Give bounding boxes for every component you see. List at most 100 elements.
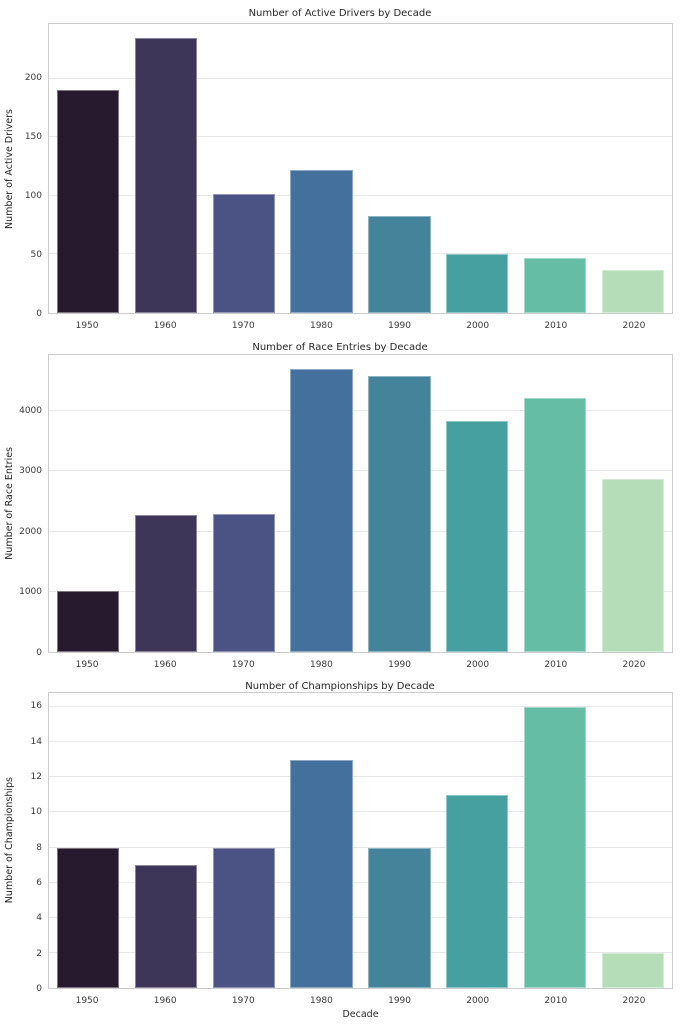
y-axis-label-column: Number of Race Entries: [0, 354, 18, 653]
x-axis-ticks: 1950 1960 1970 1980 1990 2000 2010 2020: [48, 314, 673, 340]
bar-2000: [446, 794, 509, 988]
bar-1990: [368, 215, 431, 313]
gridline: [49, 410, 672, 412]
gridline: [49, 590, 672, 592]
y-tick-label: 2: [36, 948, 42, 959]
chart-body: Number of Championships 0 2 4 6 8 10 12 14 16: [0, 692, 680, 994]
x-tick-label: 1960: [153, 996, 177, 1006]
bar-2020: [601, 478, 665, 652]
y-tick-label: 1000: [19, 587, 42, 598]
y-tick-label: 16: [30, 701, 42, 712]
x-tick-label: 2020: [622, 996, 646, 1006]
y-axis-label: Number of Championships: [3, 777, 15, 904]
x-tick-label: 2010: [544, 321, 568, 331]
y-axis-label-column: Number of Championships: [0, 692, 18, 989]
x-tick-label: 1990: [388, 996, 412, 1006]
x-tick-label: 1990: [388, 321, 412, 331]
chart-title: Number of Race Entries by Decade: [252, 342, 428, 353]
gridline: [49, 253, 672, 255]
bar-1950: [56, 590, 120, 652]
x-tick-label: 2000: [466, 996, 490, 1006]
y-tick-label: 12: [30, 771, 42, 782]
bar-1950: [56, 90, 120, 313]
y-tick-label: 50: [30, 250, 42, 261]
gridline: [49, 136, 672, 138]
x-axis-ticks: 1950 1960 1970 1980 1990 2000 2010 2020: [48, 989, 673, 1009]
chart-body: Number of Active Drivers 0 50 100 150 200: [0, 23, 680, 319]
y-tick-label: 150: [24, 132, 42, 143]
x-tick-label: 2010: [544, 660, 568, 670]
x-tick-label: 1990: [388, 660, 412, 670]
gridline: [49, 811, 672, 813]
x-tick-label: 1960: [153, 321, 177, 331]
y-tick-label: 0: [36, 309, 42, 319]
x-tick-label: 1950: [75, 996, 99, 1006]
x-tick-label: 1970: [231, 660, 255, 670]
plot-area: [48, 354, 673, 653]
plot-area: [48, 692, 673, 989]
bar-1980: [290, 759, 353, 988]
gridline: [49, 77, 672, 79]
x-tick-label: 1980: [309, 321, 333, 331]
bar-1980: [290, 369, 353, 652]
chart-championships: Number of Championships by Decade Number…: [0, 680, 680, 1024]
bar-1990: [368, 376, 431, 652]
x-tick-label: 1980: [309, 996, 333, 1006]
gridline: [49, 951, 672, 953]
x-tick-label: 2000: [466, 660, 490, 670]
gridline: [49, 846, 672, 848]
chart-body: Number of Race Entries 0 1000 2000 3000 4000: [0, 354, 680, 658]
bar-1950: [56, 847, 120, 988]
bar-2010: [524, 398, 587, 652]
gridline: [49, 530, 672, 532]
gridline: [49, 706, 672, 708]
y-tick-label: 0: [36, 648, 42, 658]
bar-2010: [524, 257, 587, 313]
chart-title: Number of Active Drivers by Decade: [248, 8, 432, 19]
x-tick-label: 1950: [75, 321, 99, 331]
x-tick-label: 1980: [309, 660, 333, 670]
bar-1970: [212, 847, 275, 988]
y-tick-label: 4000: [19, 405, 42, 416]
x-tick-label: 2000: [466, 321, 490, 331]
bar-1960: [134, 515, 197, 652]
gridline: [49, 470, 672, 472]
y-axis-ticks: 0 2 4 6 8 10 12 14 16: [18, 692, 48, 994]
x-tick-label: 1950: [75, 660, 99, 670]
y-tick-label: 2000: [19, 526, 42, 537]
y-tick-label: 4: [36, 913, 42, 924]
gridline: [49, 776, 672, 778]
x-tick-label: 1970: [231, 996, 255, 1006]
y-axis-label: Number of Active Drivers: [3, 108, 15, 229]
bar-1990: [368, 847, 431, 988]
y-axis-ticks: 0 50 100 150 200: [18, 23, 48, 319]
y-tick-label: 100: [24, 191, 42, 202]
bar-1970: [212, 513, 275, 652]
bar-2020: [601, 269, 665, 313]
x-tick-label: 2020: [622, 660, 646, 670]
bar-2000: [446, 254, 509, 313]
gridline: [49, 881, 672, 883]
chart-title: Number of Championships by Decade: [245, 681, 435, 692]
bar-1960: [134, 37, 197, 313]
plot-area: [48, 23, 673, 314]
y-tick-label: 14: [30, 736, 42, 747]
x-tick-label: 1960: [153, 660, 177, 670]
x-tick-label: 1970: [231, 321, 255, 331]
x-tick-label: 2010: [544, 996, 568, 1006]
y-axis-label-column: Number of Active Drivers: [0, 23, 18, 314]
y-tick-label: 3000: [19, 466, 42, 477]
y-axis-ticks: 0 1000 2000 3000 4000: [18, 354, 48, 658]
y-tick-label: 200: [24, 73, 42, 84]
bar-2020: [601, 952, 665, 988]
y-tick-label: 6: [36, 877, 42, 888]
bar-1970: [212, 193, 275, 313]
x-tick-label: 2020: [622, 321, 646, 331]
y-tick-label: 0: [36, 984, 42, 994]
gridline: [49, 916, 672, 918]
x-axis-ticks: 1950 1960 1970 1980 1990 2000 2010 2020: [48, 653, 673, 680]
bar-1960: [134, 865, 197, 988]
chart-active-drivers: Number of Active Drivers by Decade Numbe…: [0, 0, 680, 340]
bar-2010: [524, 707, 587, 988]
